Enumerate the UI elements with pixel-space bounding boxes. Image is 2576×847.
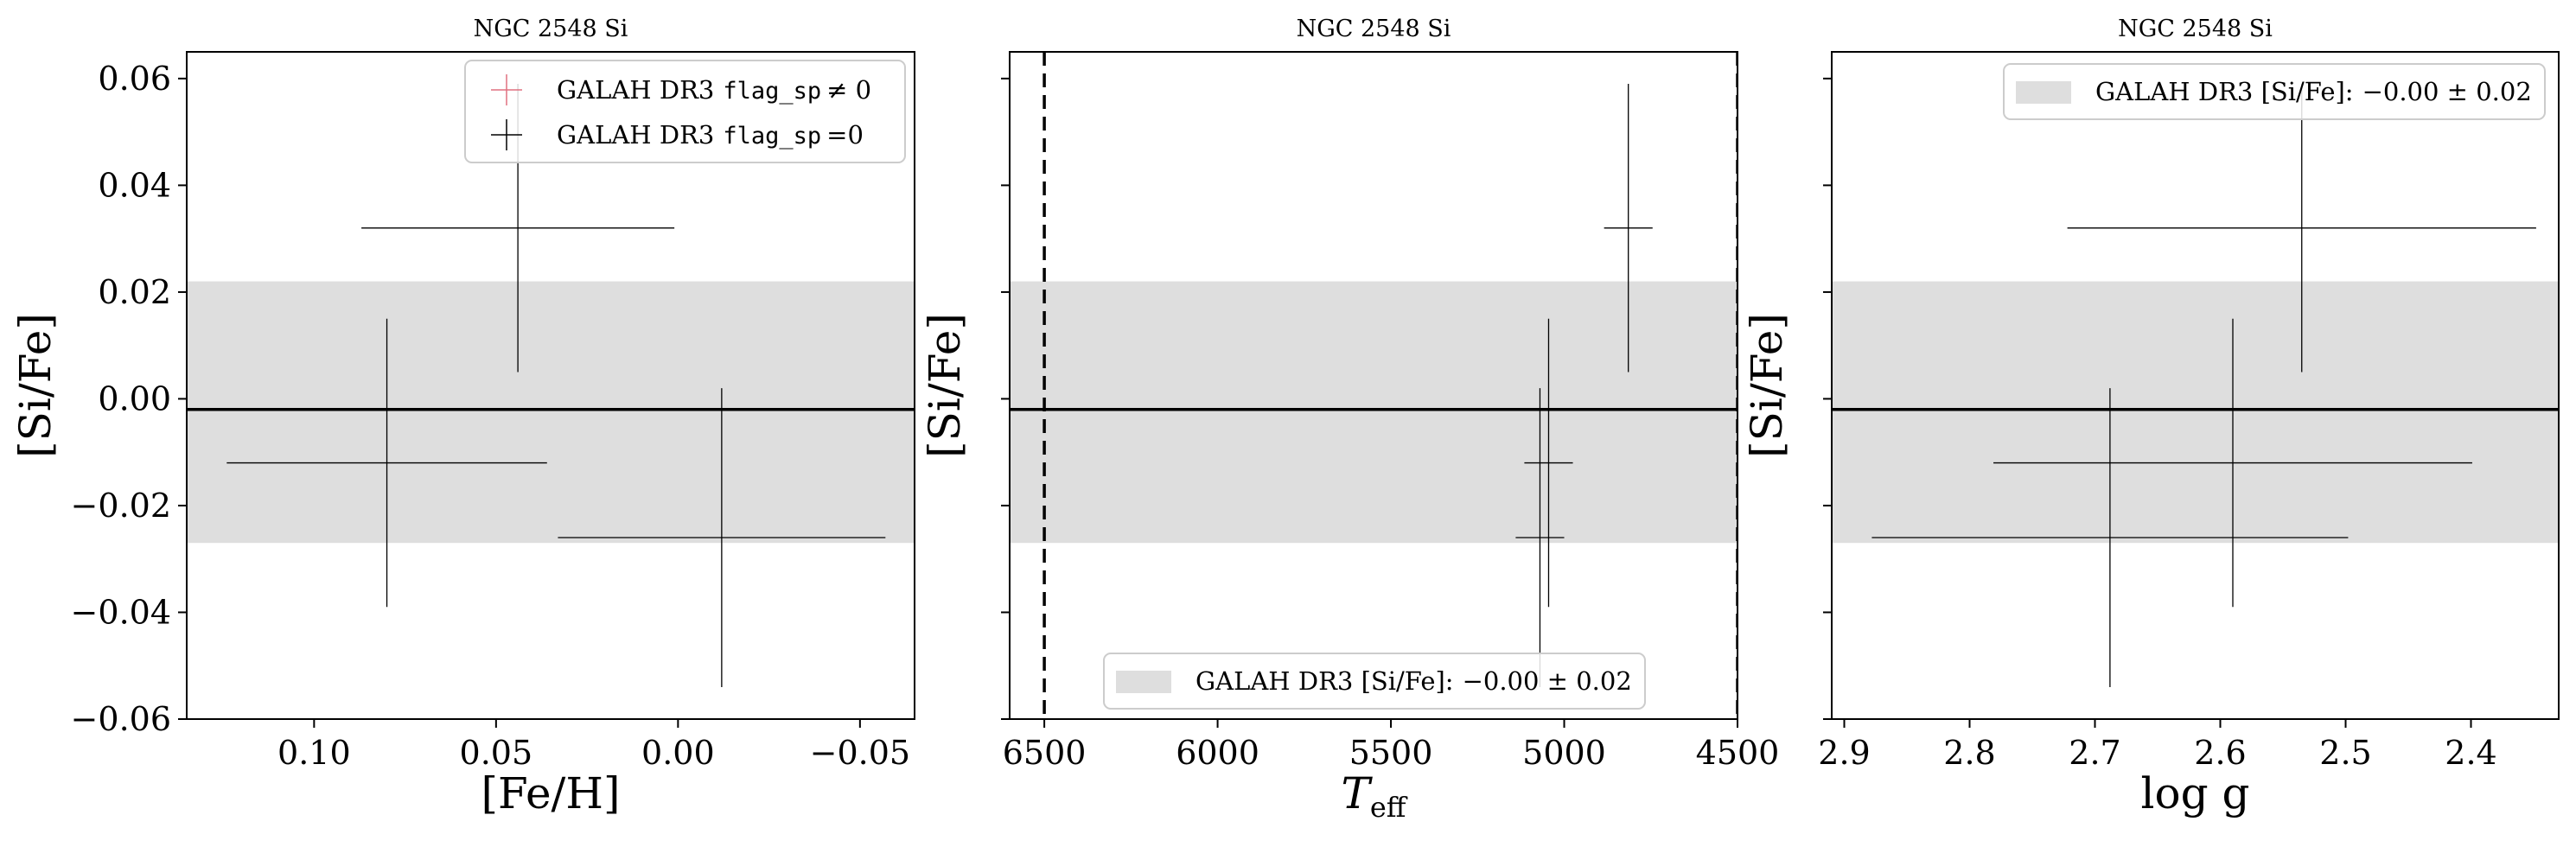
- x-tick-label: 4500: [1696, 734, 1780, 772]
- chart-panel-2: NGC 2548 Si 6500 6000 5500 5000 4500 [Si/Fe] Te…: [920, 16, 1779, 824]
- y-tick-label: −0.04: [71, 593, 171, 631]
- legend-label: GALAH DR3 flag_sp ≠ 0: [557, 75, 871, 105]
- plot-area: [187, 84, 915, 687]
- axes-frame: [1009, 51, 1738, 720]
- y-tick-label: 0.06: [98, 60, 171, 98]
- legend: GALAH DR3 [Si/Fe]: −0.00 ± 0.02: [2003, 63, 2546, 120]
- plot-area: [1010, 52, 1738, 719]
- legend-box: [464, 60, 906, 163]
- x-tick-label: 5000: [1522, 734, 1606, 772]
- axes-frame: [186, 51, 915, 720]
- y-axis-label: [Si/Fe]: [920, 313, 970, 458]
- y-axis-label: [Si/Fe]: [10, 313, 61, 458]
- chart-title: NGC 2548 Si: [1297, 16, 1451, 42]
- chart-title: NGC 2548 Si: [474, 16, 628, 42]
- data-point: [1871, 388, 2349, 687]
- legend-label: GALAH DR3 [Si/Fe]: −0.00 ± 0.02: [1196, 666, 1632, 696]
- x-tick-label: 2.8: [1943, 734, 1995, 772]
- uncertainty-band: [1832, 281, 2559, 544]
- uncertainty-band: [1010, 281, 1738, 544]
- x-tick-label: −0.05: [810, 734, 910, 772]
- x-tick-label: 2.9: [1818, 734, 1870, 772]
- chart-panel-1: NGC 2548 Si 0.06 0.04 0.02 0.00 −0.02 −0.04 −0.…: [10, 16, 915, 818]
- legend: GALAH DR3 flag_sp ≠ 0 GALAH DR3 flag_sp =0: [464, 60, 906, 163]
- data-point: [226, 318, 547, 608]
- x-tick-label: 0.00: [641, 734, 715, 772]
- x-tick-label: 0.05: [460, 734, 533, 772]
- legend-label: GALAH DR3 [Si/Fe]: −0.00 ± 0.02: [2095, 77, 2532, 106]
- y-tick-label: 0.02: [98, 273, 171, 311]
- x-axis-label: log g: [2140, 768, 2249, 818]
- data-point: [1524, 318, 1573, 608]
- data-point: [1515, 388, 1565, 687]
- x-axis-label: [Fe/H]: [481, 768, 620, 818]
- x-tick-label: 0.10: [277, 734, 351, 772]
- x-tick-label: 2.4: [2445, 734, 2496, 772]
- uncertainty-band: [187, 281, 915, 544]
- legend-swatch: [1116, 671, 1171, 693]
- data-point: [2067, 84, 2536, 373]
- x-tick-label: 2.6: [2194, 734, 2246, 772]
- legend-box: [1103, 653, 1646, 710]
- y-tick-label: 0.00: [98, 379, 171, 417]
- data-point: [1993, 318, 2472, 608]
- plot-area: [1832, 84, 2559, 687]
- data-point: [558, 388, 886, 687]
- axes-frame: [1831, 51, 2560, 720]
- legend-box: [2003, 63, 2546, 120]
- legend: GALAH DR3 [Si/Fe]: −0.00 ± 0.02: [1103, 653, 1646, 710]
- x-tick-label: 6500: [1003, 734, 1087, 772]
- x-tick-label: 2.7: [2069, 734, 2120, 772]
- y-tick-label: −0.06: [71, 700, 171, 738]
- x-tick-label: 6000: [1176, 734, 1259, 772]
- y-axis-label: [Si/Fe]: [1742, 313, 1792, 458]
- chart-title: NGC 2548 Si: [2118, 16, 2273, 42]
- y-tick-label: −0.02: [71, 487, 171, 525]
- x-tick-label: 5500: [1349, 734, 1433, 772]
- x-axis-label: Teff: [1341, 768, 1407, 824]
- x-tick-label: 2.5: [2319, 734, 2371, 772]
- legend-label: GALAH DR3 flag_sp =0: [557, 120, 864, 150]
- y-tick-label: 0.04: [98, 166, 171, 204]
- data-point: [1604, 84, 1653, 373]
- chart-panel-3: NGC 2548 Si 2.9 2.8 2.7 2.6 2.5 2.4 [Si/Fe] log …: [1742, 16, 2560, 818]
- legend-swatch: [2016, 81, 2071, 104]
